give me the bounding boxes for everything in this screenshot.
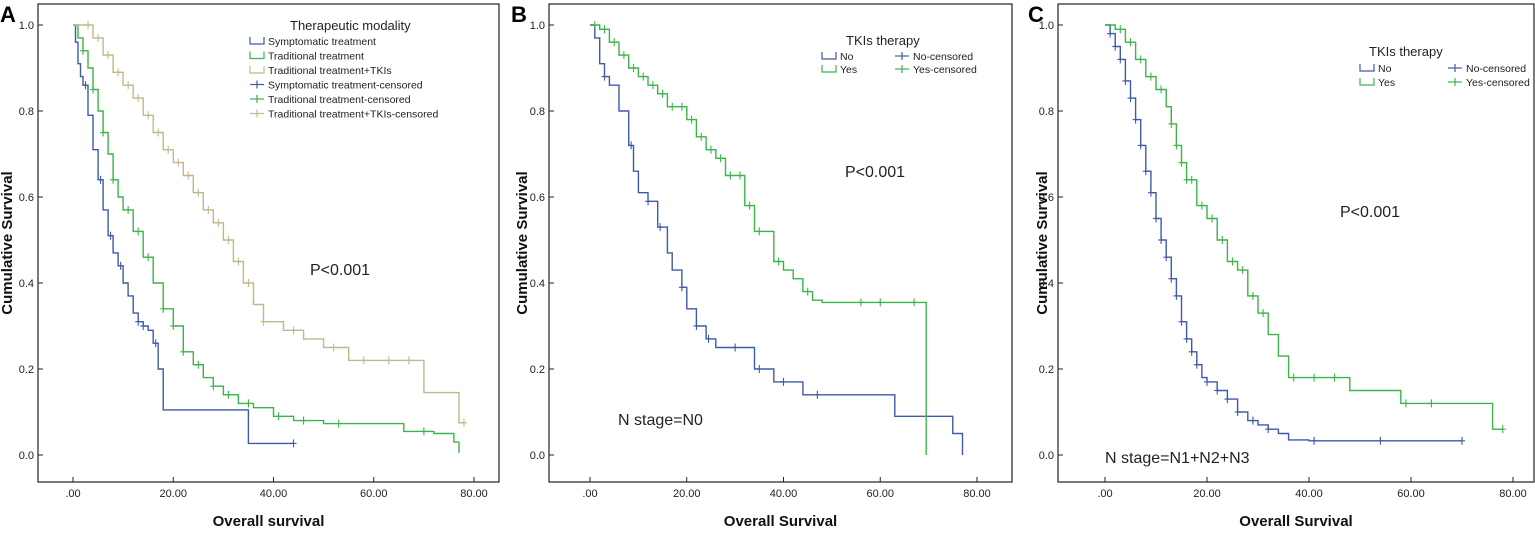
legend-entry: Yes xyxy=(1378,77,1395,89)
p-value-annotation: P<0.001 xyxy=(845,164,905,181)
legend-swatch xyxy=(249,66,265,74)
p-value-annotation: P<0.001 xyxy=(1340,204,1400,221)
legend-entry: Symptomatic treatment xyxy=(268,36,376,48)
x-tick-label: 80.00 xyxy=(1499,488,1527,500)
y-tick-label: 1.0 xyxy=(530,20,545,32)
legend-title: TKIs therapy xyxy=(1369,44,1443,59)
legend-entry: No-censored xyxy=(913,51,973,63)
plot-frame xyxy=(37,3,500,483)
panel-letter: C xyxy=(1028,2,1044,27)
y-tick-label: 0.8 xyxy=(1039,106,1054,118)
plot-frame xyxy=(548,3,1013,483)
legend-swatch xyxy=(1359,64,1375,72)
y-tick-label: 0.6 xyxy=(19,192,34,204)
y-tick-label: 0.2 xyxy=(530,364,545,376)
x-tick-label: 60.00 xyxy=(1397,488,1425,500)
x-tick-label: 20.00 xyxy=(673,488,701,500)
plot-frame xyxy=(1057,3,1535,483)
legend-entry: No-censored xyxy=(1466,63,1526,75)
y-tick-label: 0.0 xyxy=(19,450,34,462)
x-tick-label: 60.00 xyxy=(360,488,388,500)
legend-swatch xyxy=(1359,78,1375,86)
p-value-annotation: P<0.001 xyxy=(310,262,370,279)
y-tick-label: 0.2 xyxy=(19,364,34,376)
legend-entry: Yes xyxy=(840,64,857,76)
legend-swatch xyxy=(249,37,265,45)
n-stage-annotation: N stage=N0 xyxy=(618,412,703,429)
y-tick-label: 1.0 xyxy=(1039,20,1054,32)
y-tick-label: 0.4 xyxy=(1039,278,1054,290)
x-tick-label: 20.00 xyxy=(159,488,187,500)
x-tick-label: .00 xyxy=(582,488,597,500)
y-axis-label: Cumulative Survival xyxy=(514,171,531,314)
x-axis-label: Overall Survival xyxy=(1239,513,1352,530)
y-tick-label: 0.8 xyxy=(19,106,34,118)
panel-letter: A xyxy=(0,2,16,27)
survival-curve-yes xyxy=(590,24,927,455)
y-axis-label: Cumulative Survival xyxy=(0,171,16,314)
y-tick-label: 0.0 xyxy=(1039,450,1054,462)
legend-entry: Traditional treatment+TKIs xyxy=(268,65,392,77)
legend-entry: No xyxy=(840,51,854,63)
survival-curve-no xyxy=(590,24,964,455)
legend-entry: Traditional treatment+TKIs-censored xyxy=(268,109,438,121)
x-tick-label: 20.00 xyxy=(1193,488,1221,500)
survival-curve-symptomatic-treatment xyxy=(73,24,294,445)
y-tick-label: 0.4 xyxy=(530,278,545,290)
panel-b: B 0.0 0.2 0.4 0.6 0.8 1.0 .00 20.00 40.00 60.00 80.… xyxy=(511,2,1013,530)
legend-swatch xyxy=(249,51,265,60)
legend-entry: Traditional treatment xyxy=(268,51,364,63)
y-tick-label: 0.0 xyxy=(530,450,545,462)
legend-title: Therapeutic modality xyxy=(290,18,411,33)
n-stage-annotation: N stage=N1+N2+N3 xyxy=(1105,450,1250,467)
x-tick-label: 60.00 xyxy=(866,488,894,500)
x-tick-label: .00 xyxy=(1097,488,1112,500)
legend-swatch xyxy=(821,52,837,60)
y-tick-label: 0.8 xyxy=(530,106,545,118)
y-tick-label: 1.0 xyxy=(19,20,34,32)
legend-title: TKIs therapy xyxy=(846,33,920,48)
survival-curve-no xyxy=(1105,24,1462,442)
legend-entry: Yes-censored xyxy=(1466,77,1530,89)
y-tick-label: 0.6 xyxy=(530,192,545,204)
legend-swatch xyxy=(821,65,837,73)
survival-curve-yes xyxy=(1105,24,1503,430)
x-tick-label: .00 xyxy=(65,488,80,500)
x-tick-label: 40.00 xyxy=(260,488,288,500)
y-tick-label: 0.2 xyxy=(1039,364,1054,376)
y-tick-label: 0.4 xyxy=(19,278,34,290)
x-tick-label: 40.00 xyxy=(1295,488,1323,500)
y-axis-label: Cumulative Survival xyxy=(1034,171,1051,314)
x-tick-label: 80.00 xyxy=(963,488,991,500)
legend-entry: Yes-censored xyxy=(913,64,977,76)
x-tick-label: 40.00 xyxy=(770,488,798,500)
panel-letter: B xyxy=(511,2,527,27)
y-tick-label: 0.6 xyxy=(1039,192,1054,204)
legend-entry: Traditional treatment-censored xyxy=(268,94,411,106)
panel-a: A 0.0 0.2 0.4 0.6 0.8 1.0 .00 20.00 40.00 60.00 80.… xyxy=(0,2,500,530)
legend-entry: Symptomatic treatment-censored xyxy=(268,80,423,92)
x-axis-label: Overall Survival xyxy=(724,513,837,530)
legend-entry: No xyxy=(1378,63,1392,75)
x-axis-label: Overall survival xyxy=(213,513,325,530)
x-tick-label: 80.00 xyxy=(460,488,488,500)
panel-c: C 0.0 0.2 0.4 0.6 0.8 1.0 .00 20.00 40.00 60.00 80.… xyxy=(1028,2,1535,530)
